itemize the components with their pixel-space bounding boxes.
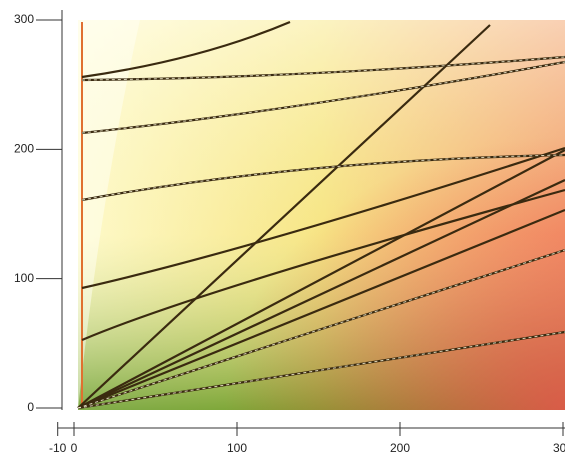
x-tick-label: 300	[553, 441, 565, 455]
chart: 0 100 200 300 -10 0 100 200 300	[0, 0, 565, 458]
surface	[78, 20, 565, 410]
x-tick-label: 200	[390, 441, 410, 455]
x-tick-label: -10	[49, 441, 67, 455]
x-tick-label: 0	[71, 441, 78, 455]
y-tick-label: 300	[14, 12, 34, 26]
y-tick-label: 0	[27, 400, 34, 414]
x-tick-label: 100	[227, 441, 247, 455]
y-tick-label: 200	[14, 142, 34, 156]
y-tick-label: 100	[14, 271, 34, 285]
